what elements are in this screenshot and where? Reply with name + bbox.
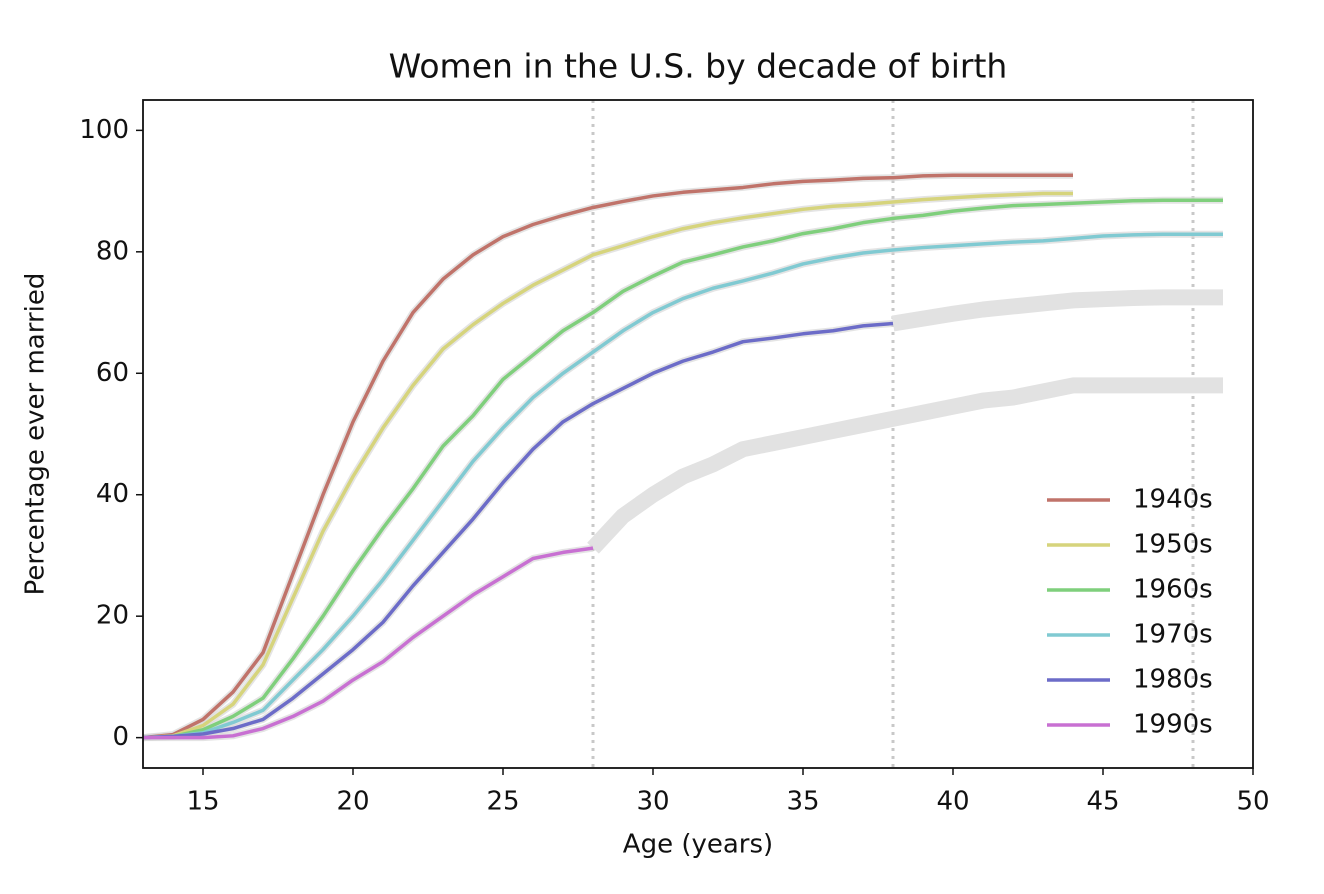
line <box>142 232 1223 740</box>
legend-label: 1950s <box>1133 530 1213 560</box>
legend-label: 1970s <box>1133 620 1213 650</box>
line <box>142 198 1223 740</box>
x-tick-label: 30 <box>636 787 669 817</box>
x-tick-label: 15 <box>186 787 219 817</box>
chart-title: Women in the U.S. by decade of birth <box>389 47 1008 86</box>
line <box>143 546 594 740</box>
x-tick-label: 40 <box>936 787 969 817</box>
legend-label: 1990s <box>1133 710 1213 740</box>
line <box>142 191 1073 740</box>
y-tick-label: 40 <box>96 479 129 509</box>
prediction-band <box>587 377 1223 554</box>
halo <box>142 171 1073 742</box>
y-tick-label: 80 <box>96 236 129 266</box>
halo <box>142 190 1073 742</box>
line <box>142 321 894 740</box>
legend-label: 1960s <box>1133 575 1213 605</box>
x-tick-label: 35 <box>786 787 819 817</box>
x-tick-label: 25 <box>486 787 519 817</box>
legend-label: 1940s <box>1133 485 1213 515</box>
prediction-band <box>891 289 1223 332</box>
x-axis-label: Age (years) <box>623 830 773 860</box>
x-tick-label: 20 <box>336 787 369 817</box>
y-tick-label: 100 <box>79 115 129 145</box>
y-tick-label: 0 <box>112 722 129 752</box>
y-tick-label: 60 <box>96 358 129 388</box>
y-axis-label: Percentage ever married <box>21 273 51 596</box>
halo <box>142 230 1223 742</box>
x-tick-label: 45 <box>1086 787 1119 817</box>
y-tick-label: 20 <box>96 601 129 631</box>
legend-label: 1980s <box>1133 665 1213 695</box>
line <box>142 173 1073 740</box>
plot-frame <box>142 99 1254 769</box>
x-tick-label: 50 <box>1236 787 1269 817</box>
